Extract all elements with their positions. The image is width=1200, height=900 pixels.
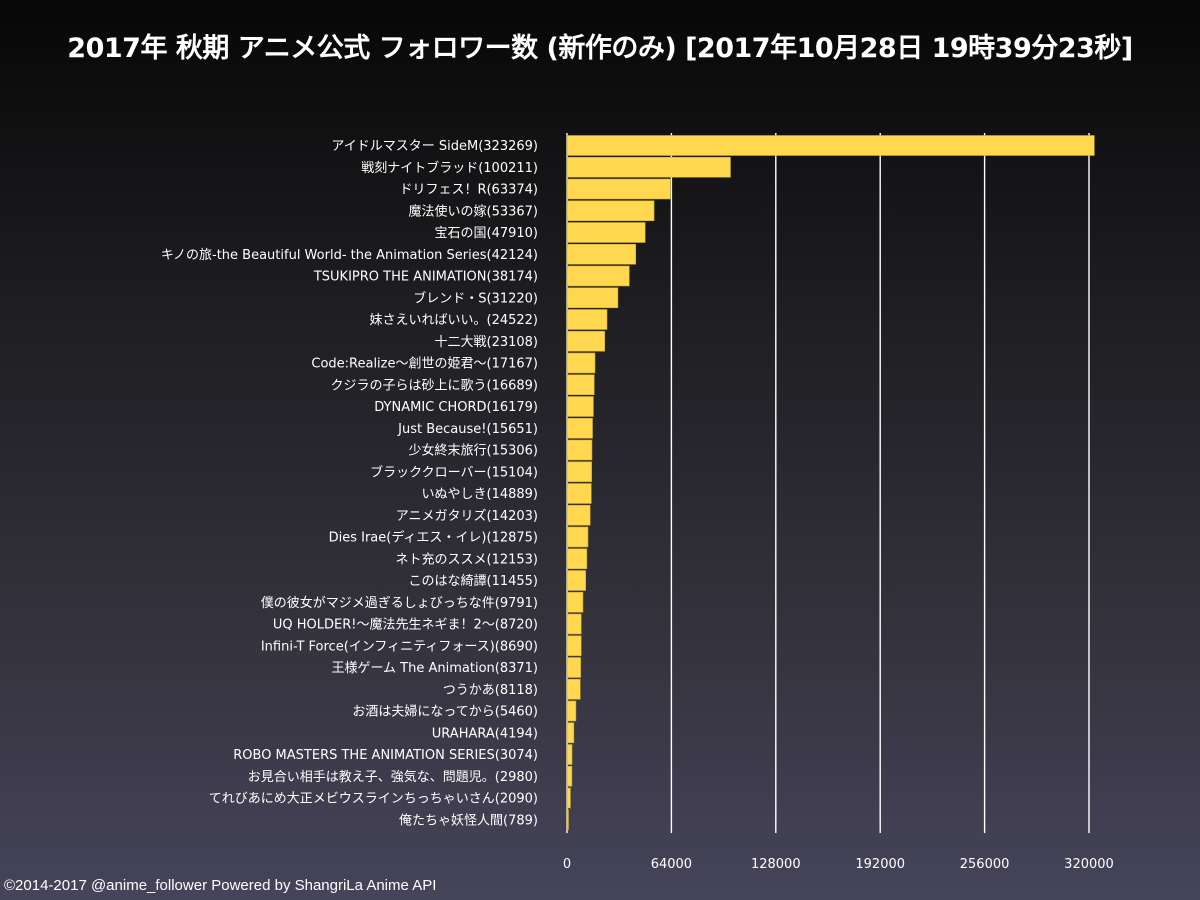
bar	[566, 657, 581, 678]
category-label: 僕の彼女がマジメ過ぎるしょびっちな件(9791)	[261, 595, 538, 611]
bar	[566, 526, 589, 548]
category-label: 戦刻ナイトブラッド(100211)	[361, 160, 538, 176]
bar	[566, 635, 582, 657]
x-tick-label: 0	[563, 857, 571, 872]
chart-title: 2017年 秋期 アニメ公式 フォロワー数 (新作のみ) [2017年10月28…	[67, 33, 1133, 64]
category-label: このはな綺譚(11455)	[409, 573, 539, 589]
bar	[566, 722, 575, 744]
category-label: キノの旅-the Beautiful World- the Animation …	[161, 248, 538, 263]
bar	[566, 439, 593, 461]
category-label: UQ HOLDER!〜魔法先生ネギま！2〜(8720)	[273, 618, 538, 633]
category-label: お酒は夫婦になってから(5460)	[352, 704, 538, 720]
x-tick-label: 64000	[651, 857, 692, 872]
bar	[566, 243, 637, 265]
category-label: 十二大戦(23108)	[435, 335, 539, 350]
category-label: 宝石の国(47910)	[435, 226, 539, 241]
category-label: 俺たちゃ妖怪人間(789)	[399, 813, 538, 828]
x-axis-ticks: 0 64000 128000 192000 256000 320000	[563, 857, 1114, 872]
category-label: Infini-T Force(インフィニティフォース)(8690)	[261, 639, 538, 654]
category-label: ブラッククローバー(15104)	[370, 464, 538, 480]
bar	[566, 265, 630, 287]
category-label: てれびあにめ大正メビウスラインちっちゃいさん(2090)	[209, 792, 538, 807]
x-tick-label: 128000	[751, 857, 801, 872]
x-tick-label: 320000	[1064, 857, 1114, 872]
bar	[566, 200, 655, 222]
category-label: Just Because!(15651)	[397, 422, 538, 437]
category-label: ドリフェス！R(63374)	[399, 183, 538, 198]
category-label: 魔法使いの嫁(53367)	[409, 203, 539, 219]
bar	[566, 287, 619, 309]
category-label: つうかあ(8118)	[443, 683, 538, 698]
bar	[566, 396, 594, 417]
category-label: 少女終末旅行(15306)	[409, 443, 539, 459]
category-label: ネト充のススメ(12153)	[396, 551, 539, 567]
bar	[566, 222, 646, 243]
category-label: Code:Realize〜創世の姫君〜(17167)	[311, 357, 538, 372]
bar	[566, 374, 595, 396]
bar	[566, 548, 588, 570]
category-label: DYNAMIC CHORD(16179)	[374, 400, 538, 415]
bar	[566, 700, 577, 722]
category-label: Dies Irae(ディエス・イレ)(12875)	[329, 530, 538, 546]
bar	[566, 330, 605, 352]
category-label: TSUKIPRO THE ANIMATION(38174)	[313, 270, 538, 285]
bar	[566, 809, 569, 831]
category-label: 王様ゲーム The Animation(8371)	[331, 661, 538, 676]
category-label: クジラの子らは砂上に歌う(16689)	[331, 378, 539, 393]
bar	[566, 156, 731, 178]
bar	[566, 613, 582, 635]
bar	[566, 678, 581, 700]
bar	[566, 352, 596, 374]
bar	[566, 570, 586, 591]
category-label: いぬやしき(14889)	[422, 487, 539, 502]
category-label: 妹さえいればいい。(24522)	[370, 313, 539, 328]
bars	[566, 135, 1095, 831]
bar	[566, 178, 671, 200]
bar	[566, 744, 573, 765]
bar	[566, 504, 591, 526]
bar	[566, 787, 571, 809]
category-label: アニメガタリズ(14203)	[396, 508, 538, 524]
x-tick-label: 256000	[960, 857, 1010, 872]
category-labels: アイドルマスター SideM(323269) 戦刻ナイトブラッド(100211) ド…	[161, 139, 538, 828]
category-label: ブレンド・S(31220)	[413, 290, 538, 306]
bar	[566, 417, 593, 439]
bar	[566, 483, 592, 504]
bar	[566, 765, 573, 787]
footer-credit: ©2014-2017 @anime_follower Powered by Sh…	[4, 877, 437, 894]
category-label: ROBO MASTERS THE ANIMATION SERIES(3074)	[233, 748, 538, 763]
category-label: アイドルマスター SideM(323269)	[331, 139, 538, 154]
bar	[566, 135, 1095, 156]
bar	[566, 591, 584, 613]
bar	[566, 461, 592, 483]
x-tick-label: 192000	[855, 857, 905, 872]
category-label: お見合い相手は教え子、強気な、問題児。(2980)	[248, 769, 538, 785]
bar	[566, 309, 608, 330]
category-label: URAHARA(4194)	[432, 726, 538, 741]
